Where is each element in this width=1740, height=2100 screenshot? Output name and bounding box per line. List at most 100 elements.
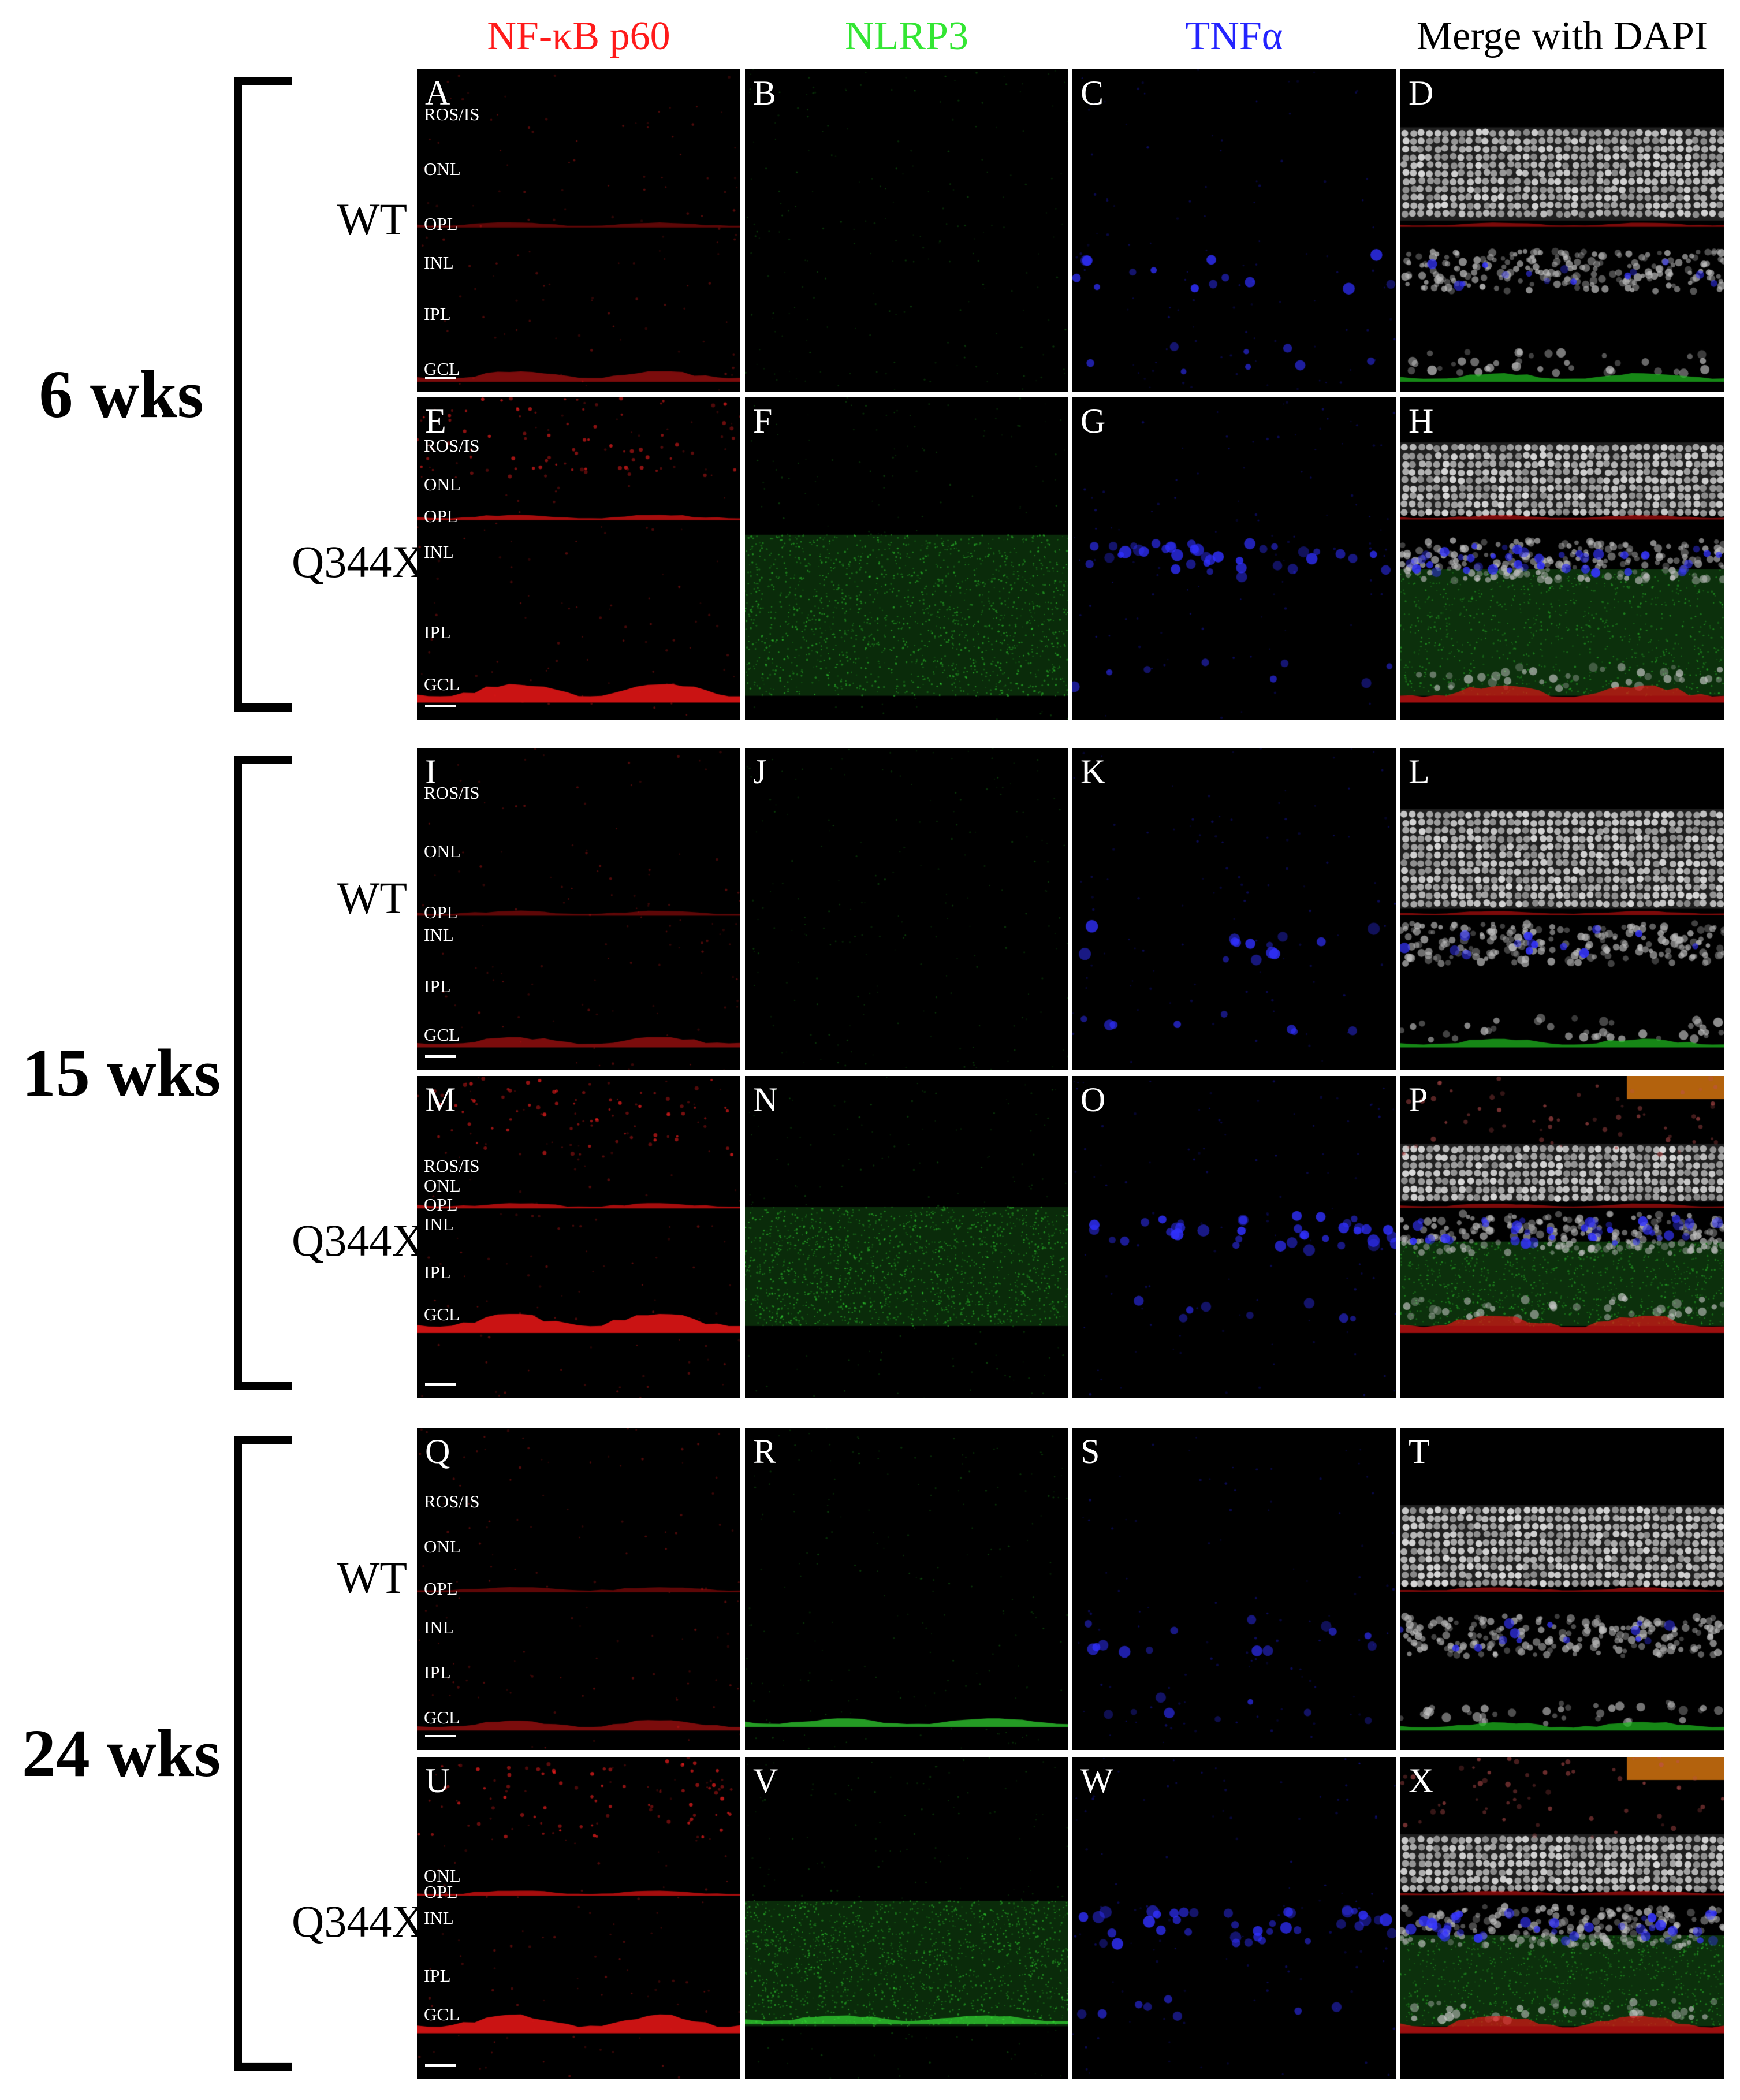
- retina-layer-label: OPL: [424, 1194, 458, 1215]
- panel-letter: S: [1080, 1432, 1100, 1470]
- micrograph-image: [1072, 1076, 1396, 1398]
- micrograph-panel-f: F: [745, 397, 1068, 720]
- panel-letter: K: [1080, 753, 1106, 791]
- retina-layer-label: IPL: [424, 1262, 451, 1283]
- panel-letter: C: [1080, 74, 1104, 112]
- micrograph-image: [417, 1428, 740, 1750]
- retina-layer-label: ONL: [424, 1175, 461, 1196]
- micrograph-panel-h: H: [1400, 397, 1724, 720]
- retina-layer-label: GCL: [424, 1024, 460, 1045]
- micrograph-image: [1072, 69, 1396, 392]
- micrograph-panel-a: A ROS/IS ONL OPL INL IPL GCL: [417, 69, 740, 392]
- retina-layer-label: ROS/IS: [424, 783, 480, 803]
- micrograph-image: [1072, 1428, 1396, 1750]
- retina-layer-label: GCL: [424, 1304, 460, 1324]
- panel-letter: O: [1080, 1081, 1106, 1119]
- retina-layer-label: GCL: [424, 358, 460, 379]
- panel-letter: E: [425, 402, 446, 440]
- retina-layer-label: IPL: [424, 304, 451, 325]
- scale-bar: [425, 1735, 456, 1737]
- micrograph-panel-q: Q ROS/IS ONL OPL INL IPL GCL: [417, 1428, 740, 1750]
- micrograph-panel-j: J: [745, 748, 1068, 1070]
- scale-bar: [425, 377, 456, 379]
- micrograph-image: [417, 397, 740, 720]
- panel-letter: J: [753, 753, 767, 791]
- micrograph-panel-t: T: [1400, 1428, 1724, 1750]
- retina-layer-label: OPL: [424, 213, 458, 234]
- micrograph-image: [1400, 1757, 1724, 2079]
- panel-letter: I: [425, 753, 437, 791]
- micrograph-panel-w: W: [1072, 1757, 1396, 2079]
- micrograph-panel-k: K: [1072, 748, 1396, 1070]
- column-header: NLRP3: [845, 14, 968, 58]
- scale-bar: [425, 1383, 456, 1386]
- panel-letter: G: [1080, 402, 1106, 440]
- retina-layer-label: GCL: [424, 673, 460, 694]
- micrograph-image: [1400, 748, 1724, 1070]
- panel-letter: A: [425, 74, 450, 112]
- panel-letter: Q: [425, 1432, 450, 1470]
- scale-bar: [425, 2064, 456, 2067]
- micrograph-image: [745, 1757, 1068, 2079]
- micrograph-panel-u: U ONL OPL INL IPL GCL: [417, 1757, 740, 2079]
- panel-letter: M: [425, 1081, 456, 1119]
- panel-letter: W: [1080, 1762, 1113, 1800]
- genotype-label: WT: [337, 194, 407, 244]
- retina-layer-label: IPL: [424, 622, 451, 643]
- micrograph-image: [745, 397, 1068, 720]
- retina-layer-label: ONL: [424, 1536, 461, 1557]
- retina-layer-label: ONL: [424, 474, 461, 494]
- time-point-label: 24 wks: [21, 1715, 221, 1791]
- retina-layer-label: INL: [424, 924, 454, 945]
- micrograph-image: [745, 1076, 1068, 1398]
- micrograph-panel-e: E ROS/IS ONL OPL INL IPL GCL: [417, 397, 740, 720]
- micrograph-panel-x: X: [1400, 1757, 1724, 2079]
- panel-letter: B: [753, 74, 777, 112]
- retina-layer-label: ROS/IS: [424, 1491, 480, 1512]
- micrograph-panel-p: P: [1400, 1076, 1724, 1398]
- micrograph-panel-s: S: [1072, 1428, 1396, 1750]
- retina-layer-label: INL: [424, 252, 454, 273]
- retina-layer-label: ROS/IS: [424, 1156, 480, 1176]
- micrograph-panel-m: M ROS/IS ONL OPL INL IPL GCL: [417, 1076, 740, 1398]
- micrograph-panel-i: I ROS/IS ONL OPL INL IPL GCL: [417, 748, 740, 1070]
- micrograph-panel-b: B: [745, 69, 1068, 392]
- retina-layer-label: OPL: [424, 902, 458, 922]
- retina-layer-label: IPL: [424, 1662, 451, 1683]
- micrograph-image: [417, 69, 740, 392]
- panel-letter: N: [753, 1081, 778, 1119]
- micrograph-image: [417, 1757, 740, 2079]
- retina-layer-label: GCL: [424, 1707, 460, 1728]
- micrograph-panel-g: G: [1072, 397, 1396, 720]
- retina-layer-label: IPL: [424, 975, 451, 996]
- panel-letter: L: [1409, 753, 1430, 791]
- micrograph-panel-v: V: [745, 1757, 1068, 2079]
- retina-layer-label: IPL: [424, 1965, 451, 1986]
- retina-layer-label: OPL: [424, 506, 458, 527]
- genotype-label: Q344X: [292, 1215, 424, 1265]
- group-bracket: [231, 75, 295, 714]
- micrograph-image: [745, 1428, 1068, 1750]
- panel-letter: R: [753, 1432, 777, 1470]
- retina-layer-label: ROS/IS: [424, 435, 480, 456]
- retina-layer-label: ONL: [424, 840, 461, 861]
- retina-layer-label: ONL: [424, 1866, 461, 1886]
- panel-letter: F: [753, 402, 773, 440]
- group-bracket: [231, 1433, 295, 2073]
- retina-layer-label: INL: [424, 1617, 454, 1637]
- retina-layer-label: OPL: [424, 1578, 458, 1599]
- scale-bar: [425, 705, 456, 707]
- micrograph-image: [417, 748, 740, 1070]
- micrograph-image: [1400, 69, 1724, 392]
- micrograph-image: [1072, 748, 1396, 1070]
- retina-layer-label: INL: [424, 541, 454, 562]
- column-header: TNFα: [1185, 14, 1283, 58]
- retina-layer-label: ONL: [424, 158, 461, 179]
- micrograph-panel-r: R: [745, 1428, 1068, 1750]
- retina-layer-label: OPL: [424, 1882, 458, 1902]
- column-header: Merge with DAPI: [1416, 14, 1708, 58]
- panel-letter: D: [1409, 74, 1434, 112]
- scale-bar: [425, 1055, 456, 1058]
- panel-letter: V: [753, 1762, 778, 1800]
- micrograph-panel-n: N: [745, 1076, 1068, 1398]
